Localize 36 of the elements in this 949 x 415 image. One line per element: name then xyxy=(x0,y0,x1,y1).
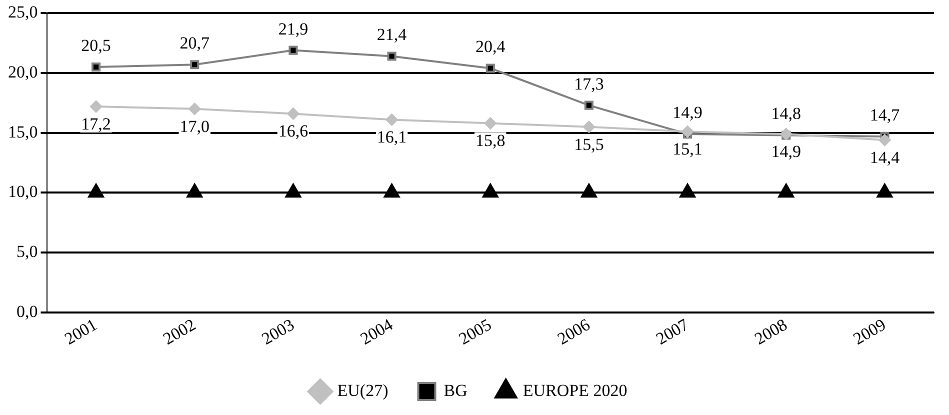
data-label: 21,4 xyxy=(376,25,408,44)
y-tick-label: 15,0 xyxy=(8,122,38,142)
legend-label: EU(27) xyxy=(337,380,388,400)
data-label: 14,8 xyxy=(771,104,801,124)
data-label: 20,5 xyxy=(81,36,111,56)
data-label: 16,1 xyxy=(376,128,407,147)
x-tick-label: 2003 xyxy=(258,315,298,348)
y-tick-label: 10,0 xyxy=(8,182,38,202)
data-label: 14,9 xyxy=(771,142,801,162)
data-label: 14,9 xyxy=(672,103,702,122)
data-label: 17,0 xyxy=(180,116,210,136)
legend-label: BG xyxy=(444,380,468,400)
data-label: 15,5 xyxy=(574,134,604,154)
y-tick-label: 0,0 xyxy=(16,302,38,321)
x-tick-label: 2009 xyxy=(850,315,889,348)
data-label: 21,9 xyxy=(278,19,308,38)
x-tick-label: 2005 xyxy=(456,315,495,348)
data-label: 20,7 xyxy=(180,34,210,53)
x-tick-label: 2004 xyxy=(357,314,396,348)
data-label: 17,2 xyxy=(81,114,111,134)
data-label: 15,8 xyxy=(476,131,506,150)
data-label: 16,6 xyxy=(278,122,308,141)
data-label: 14,4 xyxy=(870,148,900,167)
x-tick-label: 2002 xyxy=(160,315,199,348)
y-tick-label: 5,0 xyxy=(16,242,38,261)
x-tick-label: 2001 xyxy=(61,315,100,348)
data-label: 14,7 xyxy=(870,105,900,124)
data-label: 17,3 xyxy=(574,74,604,94)
legend-label: EUROPE 2020 xyxy=(522,380,628,400)
data-label: 20,4 xyxy=(476,37,506,56)
y-tick-label: 25,0 xyxy=(8,2,38,22)
x-tick-label: 2008 xyxy=(751,315,790,348)
x-tick-label: 2007 xyxy=(652,314,692,348)
data-label: 15,1 xyxy=(672,140,702,159)
x-tick-label: 2006 xyxy=(554,315,594,348)
y-tick-label: 20,0 xyxy=(8,62,38,82)
